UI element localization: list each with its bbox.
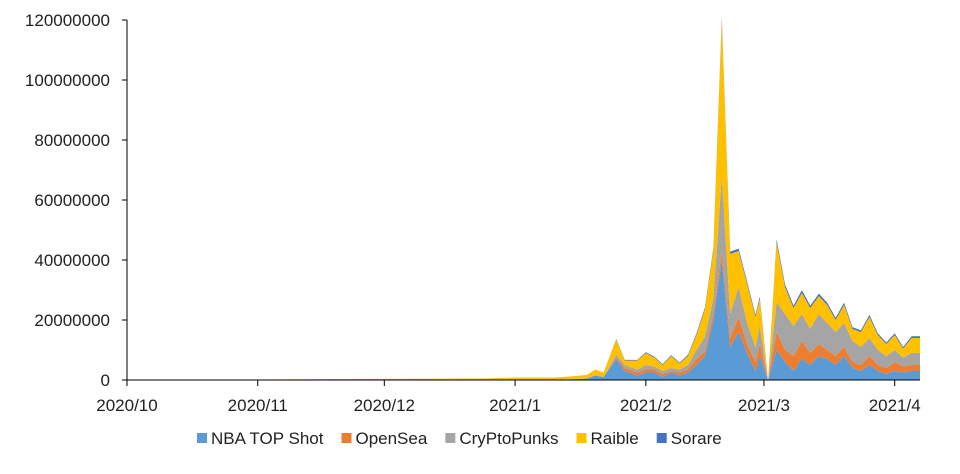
y-tick-label: 60000000	[34, 191, 110, 210]
area-layers	[127, 17, 920, 380]
x-tick-labels: 2020/10 2020/11 2020/12 2021/1 2021/2 2021/3 2…	[96, 380, 921, 415]
y-tick-label: 80000000	[34, 131, 110, 150]
x-tick-label: 2021/2	[620, 396, 672, 415]
y-tick-label: 100000000	[25, 71, 110, 90]
legend-swatch-cryptopunks	[445, 433, 456, 443]
area-series-raible	[127, 20, 920, 380]
area-series-nba-top-shot	[127, 260, 920, 380]
x-tick-label: 2020/10	[96, 396, 157, 415]
x-tick-label: 2021/4	[869, 396, 921, 415]
y-tick-label: 40000000	[34, 251, 110, 270]
y-tick-label: 120000000	[25, 11, 110, 30]
legend: NBA TOP Shot OpenSea CryPtoPunks Raible Sora…	[197, 429, 722, 448]
legend-swatch-raible	[576, 433, 587, 443]
x-tick-label: 2020/12	[354, 396, 415, 415]
y-tick-label: 0	[101, 371, 110, 390]
legend-label-nba-top-shot: NBA TOP Shot	[211, 429, 324, 448]
y-tick-labels: 0 20000000 40000000 60000000 80000000 1000000…	[25, 11, 127, 390]
legend-swatch-opensea	[341, 433, 352, 443]
legend-label-raible: Raible	[591, 429, 639, 448]
legend-label-sorare: Sorare	[671, 429, 722, 448]
x-tick-label: 2021/1	[489, 396, 541, 415]
x-tick-label: 2020/11	[228, 396, 288, 415]
legend-swatch-sorare	[656, 433, 667, 443]
legend-label-cryptopunks: CryPtoPunks	[459, 429, 558, 448]
x-tick-label: 2021/3	[738, 396, 790, 415]
legend-swatch-nba-top-shot	[197, 433, 207, 443]
legend-label-opensea: OpenSea	[355, 429, 427, 448]
area-series-cryptopunks	[127, 176, 920, 380]
y-tick-label: 20000000	[34, 311, 110, 330]
